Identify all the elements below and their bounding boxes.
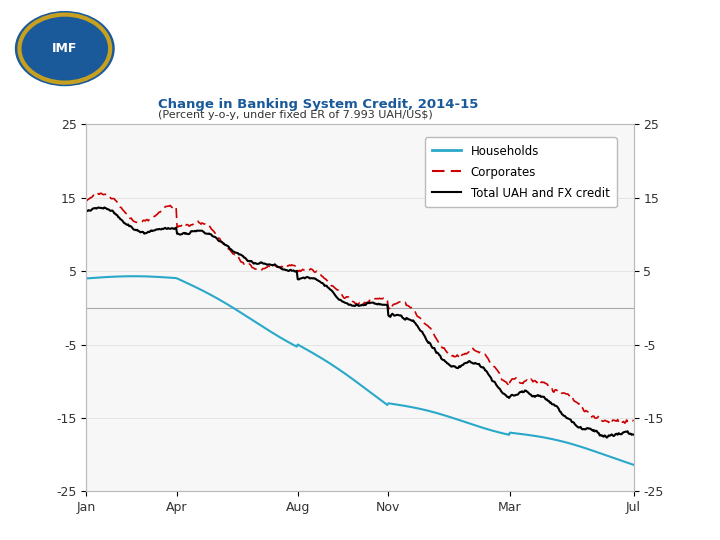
Text: Credit to households has
stabilized at a lower level: Credit to households has stabilized at a…	[214, 23, 578, 75]
Text: IMF: IMF	[52, 42, 78, 55]
Circle shape	[16, 12, 114, 85]
Text: Change in Banking System Credit, 2014-15: Change in Banking System Credit, 2014-15	[158, 98, 479, 111]
Legend: Households, Corporates, Total UAH and FX credit: Households, Corporates, Total UAH and FX…	[425, 138, 617, 207]
Text: (Percent y-o-y, under fixed ER of 7.993 UAH/US$): (Percent y-o-y, under fixed ER of 7.993 …	[158, 110, 433, 120]
